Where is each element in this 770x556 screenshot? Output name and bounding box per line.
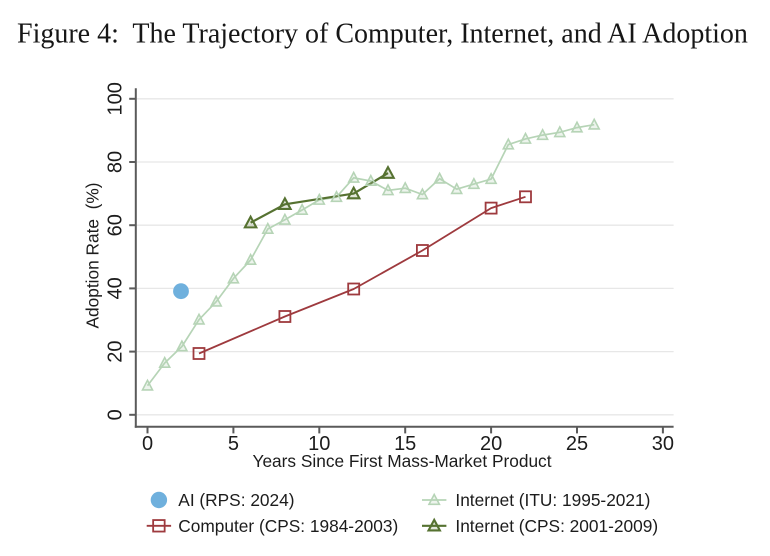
- svg-text:20: 20: [480, 433, 502, 455]
- svg-text:Figure 4: The Trajectory of C: Figure 4: The Trajectory of Computer, In…: [17, 19, 748, 50]
- svg-text:0: 0: [142, 433, 153, 455]
- svg-text:30: 30: [652, 433, 674, 455]
- svg-text:10: 10: [308, 433, 330, 455]
- svg-text:Years Since First Mass-Market: Years Since First Mass-Market Product: [253, 451, 552, 471]
- svg-text:25: 25: [566, 433, 588, 455]
- svg-text:AI (RPS: 2024): AI (RPS: 2024): [178, 490, 294, 510]
- svg-text:Internet (CPS: 2001-2009): Internet (CPS: 2001-2009): [455, 516, 658, 536]
- svg-text:Internet (ITU: 1995-2021): Internet (ITU: 1995-2021): [455, 490, 650, 510]
- svg-text:80: 80: [105, 151, 127, 173]
- svg-text:0: 0: [105, 409, 127, 420]
- svg-text:60: 60: [105, 214, 127, 236]
- svg-text:100: 100: [105, 82, 127, 115]
- svg-text:Computer (CPS: 1984-2003): Computer (CPS: 1984-2003): [178, 516, 398, 536]
- svg-text:40: 40: [105, 277, 127, 299]
- svg-text:5: 5: [228, 433, 239, 455]
- svg-text:20: 20: [105, 340, 127, 362]
- svg-text:15: 15: [394, 433, 416, 455]
- svg-text:Adoption Rate (%): Adoption Rate (%): [83, 182, 103, 328]
